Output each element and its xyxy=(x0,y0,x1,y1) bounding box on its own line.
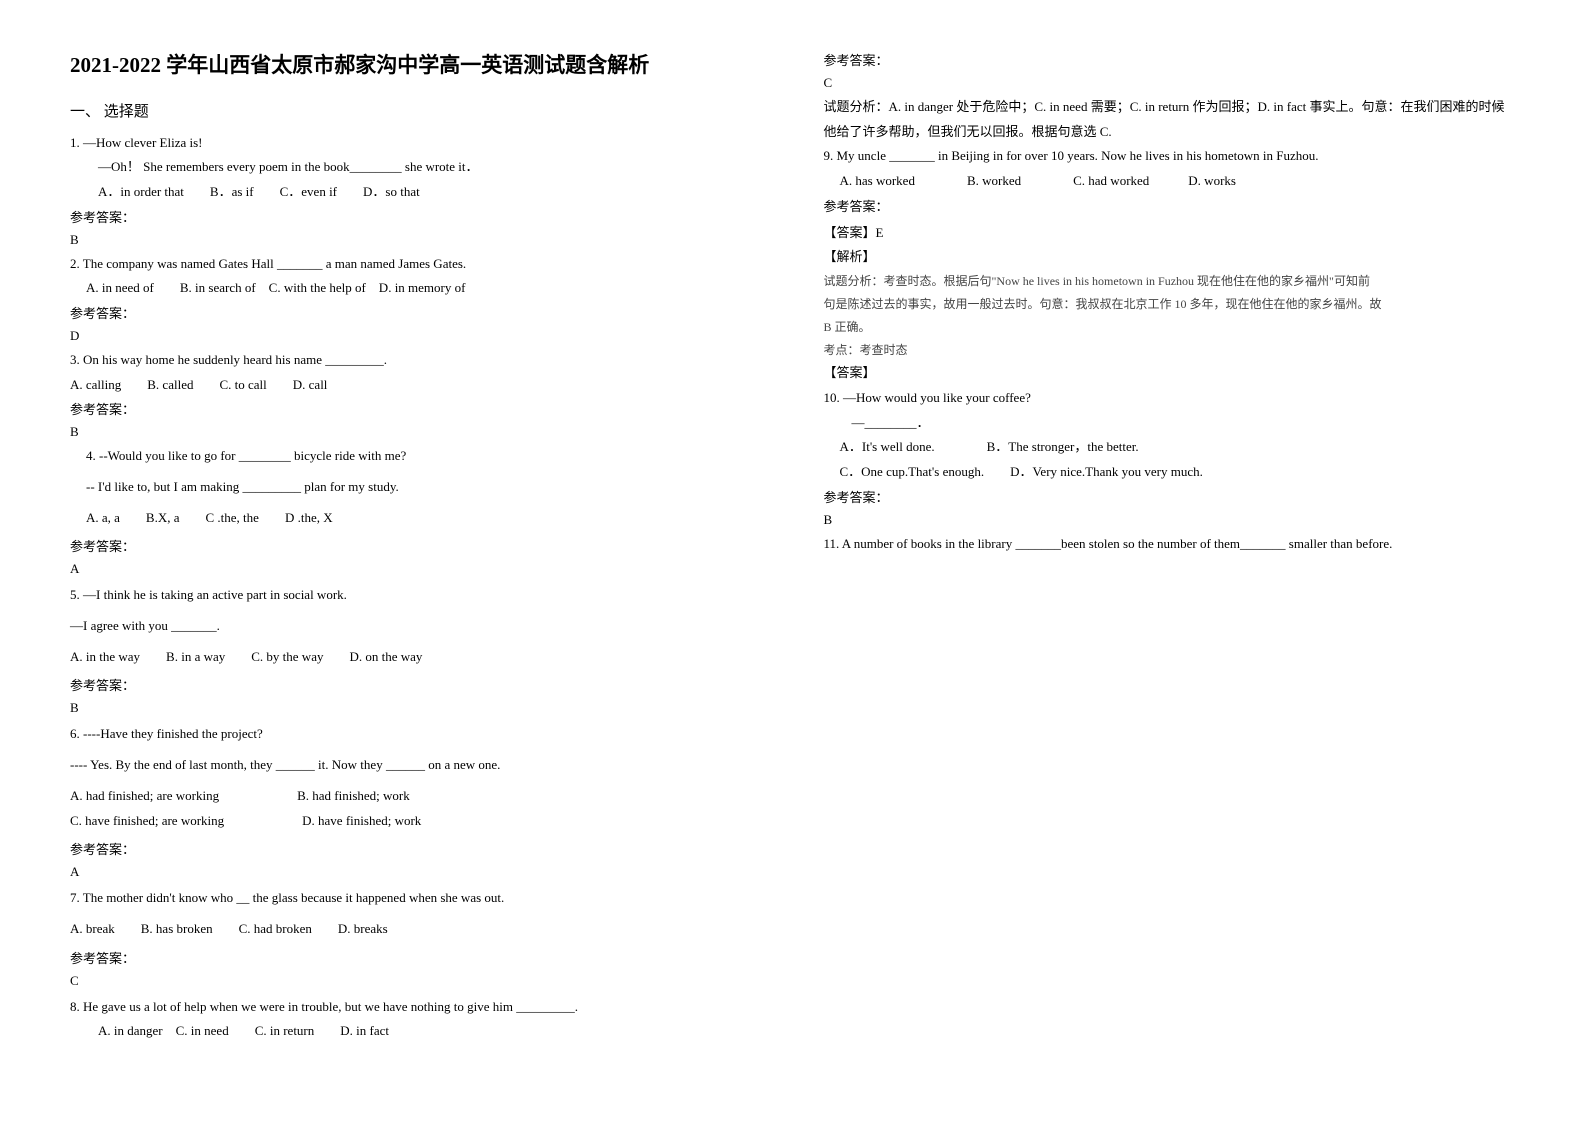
q2-options: A. in need of B. in search of C. with th… xyxy=(70,276,764,301)
q7-answer: C xyxy=(70,973,764,989)
answer-label: 参考答案： xyxy=(70,399,764,418)
q3-stem: 3. On his way home he suddenly heard his… xyxy=(70,348,764,373)
q6-stem-2: ---- Yes. By the end of last month, they… xyxy=(70,753,764,778)
q5-options: A. in the way B. in a way C. by the way … xyxy=(70,645,764,670)
q3-answer: B xyxy=(70,424,764,440)
q9-explanation-3: B 正确。 xyxy=(824,316,1518,339)
q9-explanation-2: 句是陈述过去的事实，故用一般过去时。句意：我叔叔在北京工作 10 多年，现在他住… xyxy=(824,293,1518,316)
q2-answer: D xyxy=(70,328,764,344)
q10-option-cd: C．One cup.That's enough. D．Very nice.Tha… xyxy=(824,460,1518,485)
q8-stem: 8. He gave us a lot of help when we were… xyxy=(70,995,764,1020)
answer-label: 参考答案： xyxy=(824,196,1518,215)
q6-answer: A xyxy=(70,864,764,880)
answer-label: 参考答案： xyxy=(70,675,764,694)
q8-answer: C xyxy=(824,75,1518,91)
q6-option-cd: C. have finished; are working D. have fi… xyxy=(70,809,764,834)
answer-label: 参考答案： xyxy=(70,839,764,858)
q5-stem-2: —I agree with you _______. xyxy=(70,614,764,639)
section-heading: 一、 选择题 xyxy=(70,100,764,121)
q9-analysis-tag: 【解析】 xyxy=(824,245,1518,270)
q1-options: A．in order that B．as if C．even if D．so t… xyxy=(70,180,764,205)
q1-stem-1: 1. —How clever Eliza is! xyxy=(70,131,764,156)
q10-stem-1: 10. —How would you like your coffee? xyxy=(824,386,1518,411)
q9-answer-tag2: 【答案】 xyxy=(824,361,1518,386)
q1-answer: B xyxy=(70,232,764,248)
answer-label: 参考答案： xyxy=(70,948,764,967)
q11-stem: 11. A number of books in the library ___… xyxy=(824,532,1518,557)
q4-stem-1: 4. --Would you like to go for ________ b… xyxy=(70,444,764,469)
q8-options: A. in danger C. in need C. in return D. … xyxy=(70,1019,764,1044)
q9-stem: 9. My uncle _______ in Beijing in for ov… xyxy=(824,144,1518,169)
q9-options: A. has worked B. worked C. had worked D.… xyxy=(824,169,1518,194)
q4-answer: A xyxy=(70,561,764,577)
document-body: 2021-2022 学年山西省太原市郝家沟中学高一英语测试题含解析 一、 选择题… xyxy=(0,0,1587,1060)
q2-stem: 2. The company was named Gates Hall ____… xyxy=(70,252,764,277)
answer-label: 参考答案： xyxy=(70,536,764,555)
q7-stem: 7. The mother didn't know who __ the gla… xyxy=(70,886,764,911)
q9-explanation-1: 试题分析：考查时态。根据后句"Now he lives in his homet… xyxy=(824,270,1518,293)
q6-option-ab: A. had finished; are working B. had fini… xyxy=(70,784,764,809)
q9-answer-tag: 【答案】E xyxy=(824,221,1518,246)
answer-label: 参考答案： xyxy=(70,303,764,322)
q1-stem-2: —Oh！ She remembers every poem in the boo… xyxy=(70,155,764,180)
q4-stem-2: -- I'd like to, but I am making ________… xyxy=(70,475,764,500)
q9-explanation-4: 考点：考查时态 xyxy=(824,339,1518,362)
q10-option-ab: A．It's well done. B．The stronger，the bet… xyxy=(824,435,1518,460)
q6-stem-1: 6. ----Have they finished the project? xyxy=(70,722,764,747)
q7-options: A. break B. has broken C. had broken D. … xyxy=(70,917,764,942)
document-title: 2021-2022 学年山西省太原市郝家沟中学高一英语测试题含解析 xyxy=(70,50,764,82)
answer-label: 参考答案： xyxy=(70,207,764,226)
q5-answer: B xyxy=(70,700,764,716)
answer-label: 参考答案： xyxy=(824,487,1518,506)
q4-options: A. a, a B.X, a C .the, the D .the, X xyxy=(70,506,764,531)
q5-stem-1: 5. —I think he is taking an active part … xyxy=(70,583,764,608)
q8-explanation: 试题分析：A. in danger 处于危险中；C. in need 需要；C.… xyxy=(824,95,1518,144)
answer-label: 参考答案： xyxy=(824,50,1518,69)
q3-options: A. calling B. called C. to call D. call xyxy=(70,373,764,398)
q10-answer: B xyxy=(824,512,1518,528)
q10-stem-2: —________． xyxy=(824,411,1518,436)
